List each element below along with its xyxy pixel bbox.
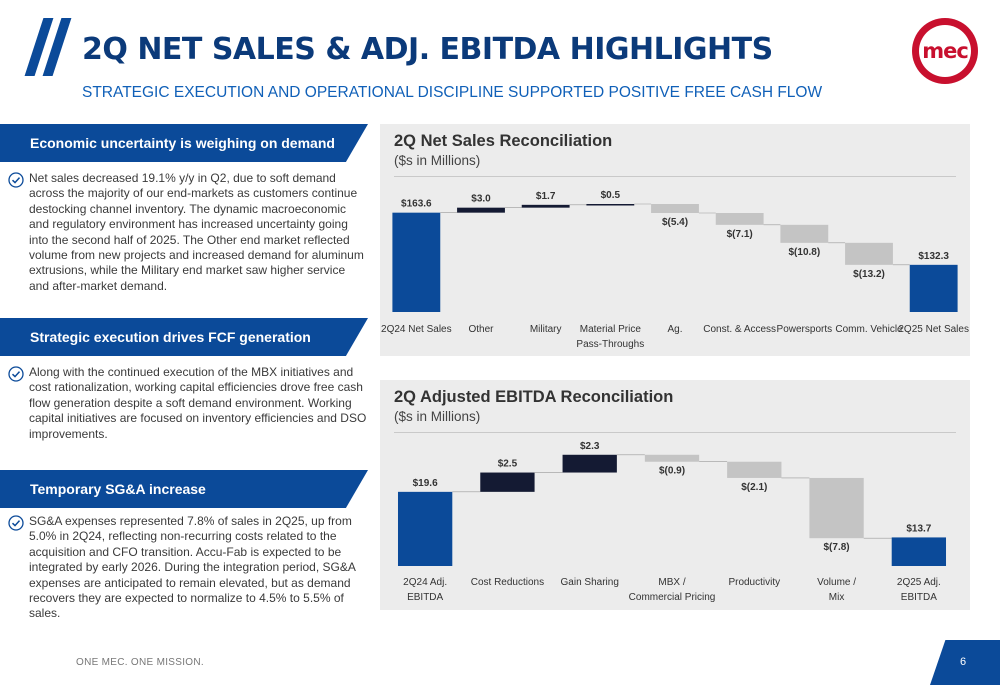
chart1-category-label-4: Productivity [728, 577, 780, 588]
chart1-value-label-1: $2.5 [498, 459, 518, 470]
mec-logo: mec [912, 18, 978, 84]
chart1-bar-2 [562, 454, 617, 473]
net-sales-waterfall-chart: $163.6 2Q24 Net Sales $3.0 Other $1.7 Militar… [381, 190, 969, 350]
chart0-category-label-2: Military [530, 324, 562, 335]
chart1-bar-6 [891, 537, 947, 566]
panel-divider [394, 432, 956, 433]
chart1-bar-0 [397, 491, 453, 566]
chart0-bar-4 [651, 204, 699, 213]
section-text-demand: Net sales decreased 19.1% y/y in Q2, due… [29, 171, 364, 293]
chart0-category-label-1: Other [468, 324, 494, 335]
chart0-value-label-4: $(5.4) [662, 217, 688, 228]
net-sales-chart-title: 2Q Net Sales Reconciliation [394, 132, 613, 150]
chart0-value-label-3: $0.5 [601, 190, 621, 201]
page-number: 6 [960, 656, 967, 668]
chart0-bar-5 [715, 213, 764, 225]
chart1-category-label-0: 2Q24 Adj. [403, 577, 447, 588]
page-subtitle: STRATEGIC EXECUTION AND OPERATIONAL DISC… [82, 84, 823, 101]
chart1-category-label-0: EBITDA [407, 592, 443, 603]
chart1-value-label-2: $2.3 [580, 441, 600, 452]
chart0-value-label-5: $(7.1) [727, 229, 753, 240]
section-text-fcf: Along with the continued execution of th… [29, 365, 367, 441]
chart1-value-label-3: $(0.9) [659, 466, 685, 477]
chart1-value-label-6: $13.7 [906, 523, 931, 534]
chart1-category-label-3: Commercial Pricing [629, 592, 716, 603]
chart0-category-label-3: Pass-Throughs [576, 339, 644, 350]
chart0-value-label-2: $1.7 [536, 191, 556, 202]
chart1-category-label-3: MBX / [658, 577, 685, 588]
check-circle-icon [8, 366, 24, 382]
chart0-bar-3 [586, 204, 635, 206]
chart0-category-label-8: 2Q25 Net Sales [898, 324, 969, 335]
chart0-value-label-7: $(13.2) [853, 269, 885, 280]
chart0-category-label-4: Ag. [667, 324, 682, 335]
chart0-value-label-6: $(10.8) [788, 247, 820, 258]
ebitda-chart-subtitle: ($s in Millions) [394, 409, 481, 424]
net-sales-chart-subtitle: ($s in Millions) [394, 153, 481, 168]
chart0-bar-1 [457, 207, 505, 213]
chart0-category-label-0: 2Q24 Net Sales [381, 324, 452, 335]
section-heading-demand: Economic uncertainty is weighing on dema… [0, 124, 368, 162]
chart0-value-label-8: $132.3 [918, 251, 949, 262]
check-circle-icon [8, 172, 24, 188]
chart0-value-label-1: $3.0 [471, 194, 491, 205]
section-text-sga: SG&A expenses represented 7.8% of sales … [29, 514, 356, 621]
chart0-value-label-0: $163.6 [401, 199, 432, 210]
chart1-bar-4 [727, 461, 782, 478]
chart1-bar-5 [809, 477, 864, 539]
check-circle-icon [8, 515, 24, 531]
chart1-value-label-4: $(2.1) [741, 482, 767, 493]
chart0-bar-7 [845, 242, 893, 265]
net-sales-panel: 2Q Net Sales Reconciliation ($s in Milli… [380, 124, 970, 356]
chart1-category-label-2: Gain Sharing [561, 577, 619, 588]
chart0-category-label-5: Const. & Access [703, 324, 776, 335]
chart0-category-label-3: Material Price [580, 324, 642, 335]
ebitda-chart-title: 2Q Adjusted EBITDA Reconciliation [394, 388, 674, 406]
section-heading-sga: Temporary SG&A increase [0, 470, 368, 508]
chart1-category-label-6: 2Q25 Adj. [897, 577, 941, 588]
chart0-category-label-7: Comm. Vehicle [835, 324, 903, 335]
ebitda-panel: 2Q Adjusted EBITDA Reconciliation ($s in… [380, 380, 970, 610]
chart1-category-label-6: EBITDA [901, 592, 937, 603]
footer-tagline: ONE MEC. ONE MISSION. [76, 657, 204, 668]
chart1-category-label-5: Volume / [817, 577, 856, 588]
chart0-bar-8 [909, 264, 958, 312]
logo-text: mec [922, 39, 969, 63]
chart1-value-label-5: $(7.8) [824, 542, 850, 553]
panel-divider [394, 176, 956, 177]
chart0-bar-2 [521, 204, 570, 208]
chart1-value-label-0: $19.6 [413, 478, 438, 489]
chart0-bar-0 [392, 212, 441, 312]
chart1-bar-1 [480, 472, 535, 492]
section-heading-fcf: Strategic execution drives FCF generatio… [0, 318, 368, 356]
chart0-category-label-6: Powersports [777, 324, 833, 335]
chart1-category-label-1: Cost Reductions [471, 577, 544, 588]
chart1-bar-3 [644, 454, 700, 462]
chart1-category-label-5: Mix [829, 592, 845, 603]
chart0-bar-6 [780, 224, 829, 243]
page-title: 2Q NET SALES & ADJ. EBITDA HIGHLIGHTS [82, 32, 773, 67]
ebitda-waterfall-chart: $19.6 2Q24 Adj. EBITDA $2.5 Cost Reductions $… [397, 441, 947, 603]
